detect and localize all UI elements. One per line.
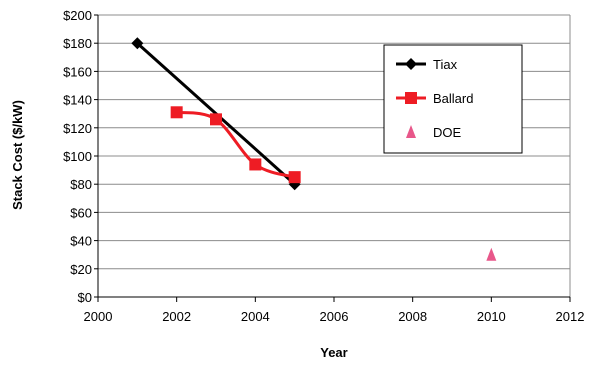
ballard-series-line bbox=[176, 110, 296, 179]
x-tick-label: 2012 bbox=[556, 309, 585, 324]
y-tick-label: $100 bbox=[63, 149, 92, 164]
series bbox=[131, 37, 497, 261]
legend-doe-label: DOE bbox=[433, 125, 462, 140]
ballard-data-point bbox=[288, 171, 301, 184]
y-tick-label: $200 bbox=[63, 8, 92, 23]
legend-tiax-marker bbox=[405, 58, 417, 70]
legend-ballard-marker bbox=[405, 92, 417, 104]
y-tick-label: $80 bbox=[70, 177, 92, 192]
tiax-data-point bbox=[131, 37, 144, 50]
y-tick-label: $20 bbox=[70, 262, 92, 277]
x-tick-label: 2010 bbox=[477, 309, 506, 324]
x-axis-title: Year bbox=[320, 345, 347, 360]
y-tick-label: $120 bbox=[63, 121, 92, 136]
legend-ballard-label: Ballard bbox=[433, 91, 473, 106]
doe-data-point bbox=[486, 247, 497, 261]
y-tick-label: $180 bbox=[63, 36, 92, 51]
ballard-data-point bbox=[170, 106, 183, 119]
ballard-data-point bbox=[210, 113, 222, 126]
y-axis-title: Stack Cost ($/kW) bbox=[10, 100, 25, 210]
tick-labels: $0 $20 $40 $60 $80 $100 $120 $140 $160 $180 $200 20… bbox=[63, 8, 584, 324]
y-tick-label: $140 bbox=[63, 93, 92, 108]
x-tick-label: 2004 bbox=[241, 309, 270, 324]
legend-doe-marker bbox=[406, 125, 416, 138]
y-tick-label: $160 bbox=[63, 64, 92, 79]
axes bbox=[94, 14, 571, 302]
x-tick-label: 2006 bbox=[320, 309, 349, 324]
x-tick-label: 2008 bbox=[398, 309, 427, 324]
y-tick-label: $60 bbox=[70, 205, 92, 220]
x-tick-label: 2000 bbox=[84, 309, 113, 324]
x-tick-label: 2002 bbox=[162, 309, 191, 324]
y-tick-label: $40 bbox=[70, 234, 92, 249]
y-tick-label: $0 bbox=[78, 290, 92, 305]
ballard-data-point bbox=[249, 158, 262, 171]
legend-tiax-label: Tiax bbox=[433, 57, 458, 72]
legend: Tiax Ballard DOE bbox=[383, 44, 523, 154]
